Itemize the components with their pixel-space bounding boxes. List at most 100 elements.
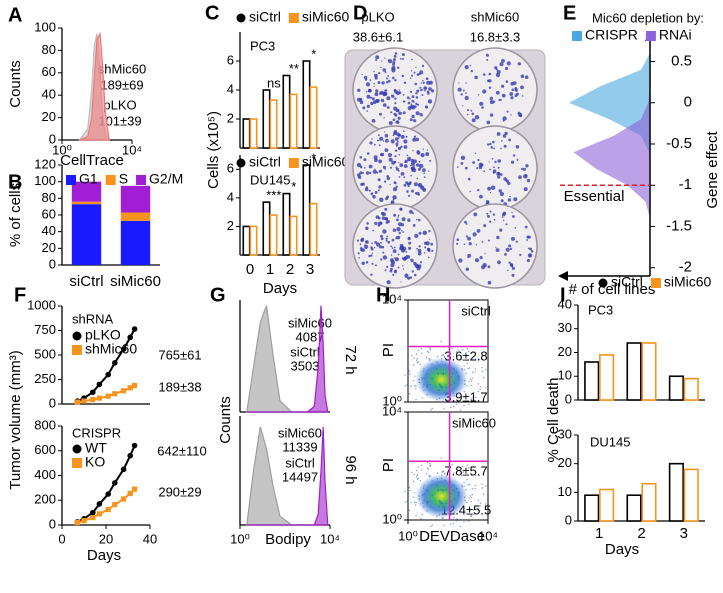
bar: [262, 201, 271, 256]
event-dot: [425, 356, 428, 359]
event-dot: [455, 520, 458, 522]
event-dot: [465, 489, 467, 491]
colony: [510, 265, 514, 268]
panel-letter: H: [376, 284, 390, 306]
colony: [421, 64, 425, 68]
colony: [356, 162, 362, 168]
annotation: siMic60: [288, 315, 332, 330]
colony: [422, 79, 424, 82]
colony: [504, 253, 507, 256]
significance: *: [311, 150, 316, 165]
annotation: 189±38: [158, 379, 201, 394]
colony: [474, 152, 477, 154]
colony: [428, 230, 431, 233]
event-dot: [426, 467, 429, 469]
colony: [397, 266, 400, 269]
colony: [398, 176, 401, 178]
event-dot: [429, 359, 432, 361]
colony: [426, 149, 429, 151]
colony: [507, 269, 509, 271]
legend-marker: [236, 158, 246, 168]
event-dot: [409, 373, 411, 375]
colony: [405, 181, 408, 185]
colony: [375, 215, 380, 219]
colony: [390, 258, 394, 263]
colony: [486, 201, 490, 205]
event-dot: [458, 375, 460, 377]
legend-label: siCtrl: [611, 274, 643, 290]
event-dot: [445, 503, 447, 505]
annotation: 3.6±2.8: [444, 348, 487, 363]
legend-label: pLKO: [85, 327, 121, 343]
colony: [382, 68, 387, 72]
event-dot: [452, 392, 454, 394]
point: [112, 391, 118, 397]
colony: [410, 164, 412, 167]
colony: [425, 87, 427, 89]
colony: [417, 218, 421, 222]
event-dot: [443, 356, 446, 359]
event-dot: [415, 353, 418, 355]
colony: [483, 170, 486, 173]
event-dot: [452, 372, 454, 375]
colony: [380, 237, 384, 241]
colony: [499, 228, 503, 232]
legend-marker: [72, 331, 82, 341]
event-dot: [455, 467, 458, 470]
colony: [377, 189, 380, 192]
colony: [431, 249, 434, 252]
event-dot: [422, 502, 424, 505]
y-tick-label: 0: [684, 94, 692, 111]
y-tick-label: 800: [34, 417, 56, 432]
event-dot: [475, 513, 477, 515]
event-dot: [458, 378, 460, 381]
colony: [365, 261, 369, 264]
y-tick-label: 0: [49, 256, 56, 271]
colony: [356, 165, 358, 167]
bar-segment: [71, 181, 102, 202]
event-dot: [470, 514, 472, 517]
event-dot: [473, 397, 475, 399]
colony: [382, 251, 385, 254]
event-dot: [470, 380, 473, 382]
event-dot: [436, 515, 438, 517]
colony: [488, 161, 490, 163]
x-tick-label: 10⁴: [320, 531, 340, 546]
colony: [363, 158, 367, 162]
colony: [392, 195, 397, 200]
colony: [396, 235, 401, 240]
colony: [374, 264, 377, 267]
colony: [416, 177, 419, 180]
colony: [397, 66, 400, 69]
colony: [403, 176, 406, 179]
colony: [401, 230, 403, 232]
colony: [422, 187, 427, 192]
event-dot: [445, 476, 448, 478]
colony: [409, 77, 412, 79]
colony: [420, 82, 423, 84]
colony: [380, 66, 382, 69]
event-dot: [419, 363, 422, 365]
colony: [386, 195, 390, 199]
bar: [302, 164, 311, 256]
colony: [363, 75, 368, 80]
colony: [381, 216, 386, 220]
colony: [357, 88, 361, 93]
event-dot: [465, 353, 467, 355]
colony: [477, 94, 480, 96]
plot-frame: [407, 299, 489, 403]
colony: [396, 91, 400, 95]
colony: [423, 176, 426, 179]
colony: [479, 101, 484, 106]
point: [96, 511, 102, 517]
colony: [525, 174, 528, 177]
event-dot: [463, 496, 466, 498]
colony: [416, 219, 418, 221]
event-dot: [423, 484, 425, 487]
event-dot: [465, 469, 467, 472]
subplot-title: shRNA: [72, 311, 114, 326]
event-dot: [445, 489, 447, 491]
colony: [409, 276, 413, 279]
colony: [457, 87, 462, 92]
colony: [516, 158, 519, 161]
